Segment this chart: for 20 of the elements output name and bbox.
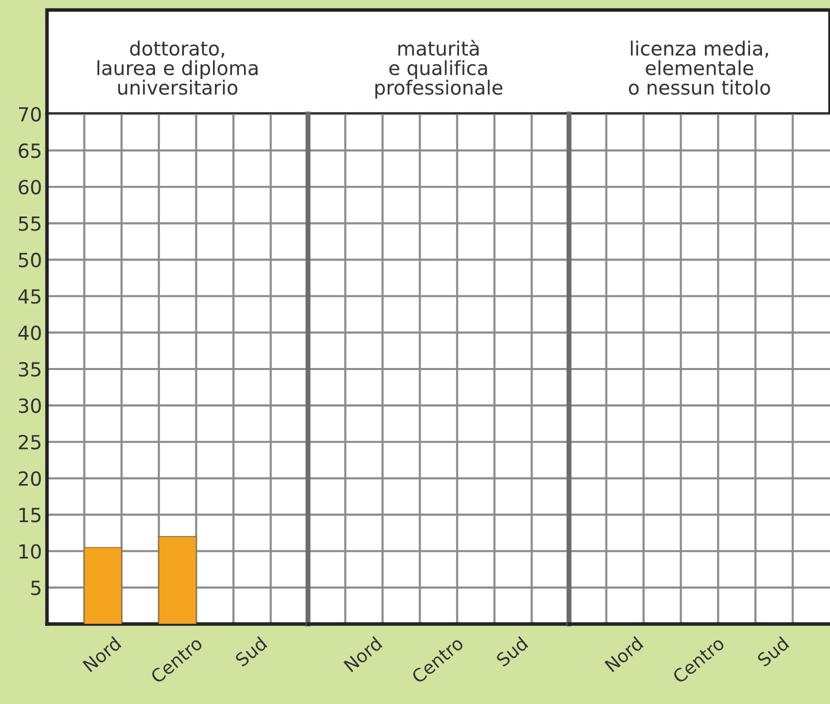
chart-title: dottorato, laurea e diploma universitario	[98, 40, 258, 95]
x-tick-label: Sud	[495, 636, 528, 668]
y-tick-label: 35	[18, 362, 40, 377]
y-tick-label: 25	[18, 434, 40, 450]
y-tick-label: 30	[18, 398, 41, 414]
x-tick-label: Sud	[756, 636, 790, 668]
y-tick-label: 40	[18, 326, 41, 340]
y-tick-label: 45	[18, 289, 40, 304]
y-tick-label: 5	[31, 580, 40, 596]
y-tick-label: 55	[18, 216, 40, 231]
y-tick-label: 50	[18, 252, 41, 268]
chart-title: licenza media, elementale o nessun titolo	[628, 40, 770, 95]
chart-title: maturità e qualifica professionale	[375, 40, 502, 99]
x-tick-label: Sud	[234, 636, 268, 668]
y-tick-label: 10	[20, 544, 41, 559]
y-tick-label: 70	[18, 106, 41, 122]
y-tick-label: 20	[18, 471, 41, 486]
y-tick-label: 60	[18, 180, 41, 195]
y-tick-label: 65	[18, 143, 40, 158]
y-tick-label: 15	[20, 508, 40, 522]
